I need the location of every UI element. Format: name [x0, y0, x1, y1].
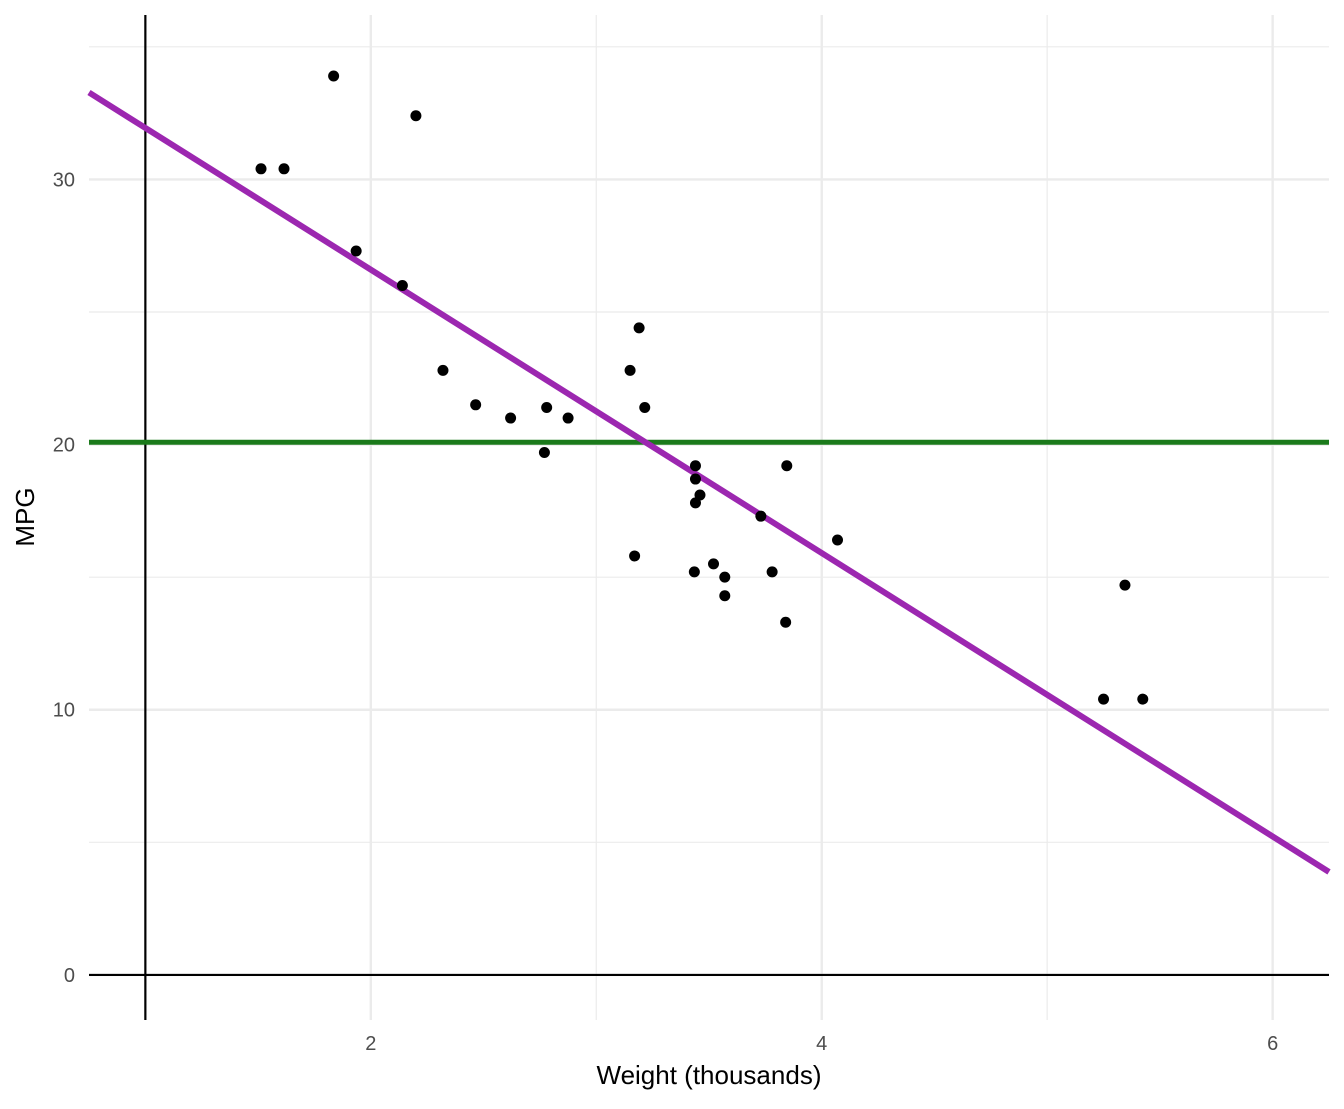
x-axis-title: Weight (thousands)	[597, 1060, 822, 1090]
data-point	[410, 110, 422, 122]
data-point	[437, 364, 449, 376]
data-point	[470, 399, 482, 411]
data-point	[1137, 693, 1149, 705]
data-point	[766, 566, 778, 578]
reference-lines	[89, 15, 1329, 1020]
data-point	[350, 245, 362, 257]
y-tick-label: 0	[64, 965, 75, 987]
minor-gridlines	[89, 15, 1329, 1020]
data-point	[689, 473, 701, 485]
x-tick-label: 4	[816, 1033, 827, 1055]
data-point	[396, 279, 408, 291]
data-point	[633, 322, 645, 334]
data-point	[719, 590, 731, 602]
data-point	[255, 163, 267, 175]
data-point	[505, 412, 517, 424]
data-point	[629, 550, 641, 562]
data-point	[1098, 693, 1110, 705]
data-point	[689, 497, 701, 509]
y-tick-labels: 0 10 20 30	[53, 169, 75, 987]
data-point	[719, 571, 731, 583]
y-tick-label: 20	[53, 435, 75, 457]
major-gridlines	[89, 15, 1329, 1020]
data-point	[278, 163, 290, 175]
x-tick-label: 2	[365, 1033, 376, 1055]
data-point	[708, 558, 720, 570]
data-point	[562, 412, 574, 424]
y-axis-title: MPG	[10, 487, 40, 546]
data-point	[541, 401, 553, 413]
data-point	[1119, 579, 1131, 591]
data-point	[780, 616, 792, 628]
fitted-lines	[87, 89, 1331, 875]
x-tick-labels: 2 4 6	[365, 1033, 1278, 1055]
data-point	[624, 364, 636, 376]
data-point	[639, 401, 651, 413]
y-tick-label: 30	[53, 169, 75, 191]
regression-line	[87, 89, 1331, 875]
data-point	[538, 447, 550, 459]
data-point	[755, 510, 767, 522]
y-tick-label: 10	[53, 700, 75, 722]
data-point	[689, 460, 701, 472]
data-point	[832, 534, 844, 546]
x-tick-label: 6	[1267, 1033, 1278, 1055]
data-point	[781, 460, 793, 472]
data-point	[328, 70, 340, 82]
data-point	[688, 566, 700, 578]
data-points	[255, 70, 1149, 705]
